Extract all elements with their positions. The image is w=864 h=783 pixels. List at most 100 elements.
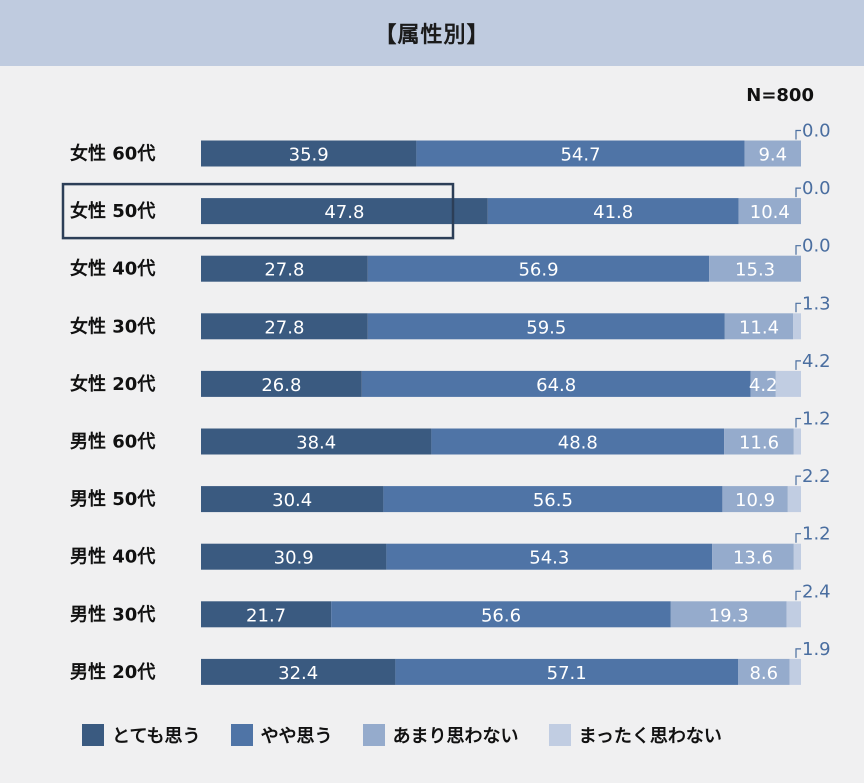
data-label-not-at-all: 1.3 [802, 293, 831, 314]
callout-line [795, 360, 801, 370]
category-label: 女性 30代 [70, 315, 155, 337]
bar-segment-somewhat-agree [431, 428, 725, 455]
data-label-strongly-agree: 32.4 [278, 663, 318, 684]
data-label-not-at-all: 1.9 [802, 639, 831, 660]
bar-segment-not-really [738, 198, 801, 225]
callout-line [795, 648, 801, 658]
data-label-somewhat-agree: 59.5 [526, 317, 566, 338]
category-label: 女性 60代 [70, 143, 155, 165]
callout-line [795, 475, 801, 486]
bar-segment-strongly-agree [201, 370, 362, 397]
data-label-somewhat-agree: 56.5 [533, 490, 573, 511]
bar-segment-strongly-agree [201, 543, 387, 570]
legend-item-strongly-agree: とても思う [82, 722, 201, 748]
legend-swatch-not-really [362, 724, 385, 746]
legend-label-not-really: あまり思わない [392, 726, 519, 747]
data-label-not-at-all: 0.0 [802, 121, 831, 142]
bar-segment-not-at-all [793, 313, 801, 340]
data-label-strongly-agree: 47.8 [324, 202, 364, 223]
data-label-not-at-all: 0.0 [802, 236, 831, 257]
data-label-somewhat-agree: 56.9 [518, 260, 558, 281]
bar-segment-strongly-agree [201, 658, 396, 685]
data-label-strongly-agree: 30.4 [272, 490, 312, 511]
data-label-strongly-agree: 27.8 [264, 260, 304, 281]
bar-segment-somewhat-agree [395, 658, 738, 685]
data-label-not-really: 8.6 [749, 663, 778, 684]
bar-segment-not-really [750, 370, 776, 397]
category-label: 男性 20代 [70, 661, 155, 683]
legend: とても思う やや思う あまり思わない まったく思わない [82, 722, 722, 748]
callout-line [795, 245, 801, 255]
data-label-not-really: 13.6 [733, 548, 773, 569]
bar-segment-somewhat-agree [383, 486, 723, 513]
data-label-not-really: 10.4 [750, 202, 790, 223]
bar-segment-not-at-all [787, 486, 801, 513]
data-label-not-really: 11.6 [739, 433, 779, 454]
data-label-not-at-all: 4.2 [802, 351, 831, 372]
bar-segment-strongly-agree [201, 140, 417, 167]
data-label-not-really: 19.3 [709, 605, 749, 626]
bar-segment-not-really [724, 313, 794, 340]
legend-item-not-at-all: まったく思わない [548, 722, 722, 748]
data-label-not-at-all: 1.2 [802, 409, 831, 430]
bar-segment-somewhat-agree [367, 313, 725, 340]
bar-segment-not-at-all [775, 370, 801, 397]
bar-segment-somewhat-agree [386, 543, 713, 570]
callout-line [795, 129, 801, 140]
category-label: 女性 40代 [70, 258, 155, 280]
chart-header: 【属性別】 [0, 0, 864, 66]
bar-segment-somewhat-agree [331, 601, 671, 628]
bar-segment-not-really [738, 658, 790, 685]
bar-segment-not-at-all [793, 428, 801, 455]
data-label-somewhat-agree: 57.1 [547, 663, 587, 684]
legend-label-somewhat-agree: やや思う [260, 726, 333, 747]
bar-segment-not-at-all [789, 658, 801, 685]
legend-swatch-somewhat-agree [230, 724, 253, 746]
data-label-not-really: 10.9 [735, 490, 775, 511]
bar-segment-not-really [712, 543, 794, 570]
data-label-strongly-agree: 21.7 [246, 605, 286, 626]
category-label: 女性 50代 [70, 200, 155, 222]
bar-segment-somewhat-agree [487, 198, 739, 225]
category-label: 男性 60代 [70, 431, 155, 453]
chart-title: 【属性別】 [374, 23, 490, 48]
data-label-not-really: 15.3 [735, 260, 775, 281]
bar-segment-strongly-agree [201, 486, 384, 513]
callout-line [795, 533, 801, 543]
bar-segment-not-at-all [786, 601, 801, 628]
bar-segment-somewhat-agree [367, 255, 710, 282]
bar-segment-not-really [722, 486, 788, 513]
data-label-not-really: 11.4 [739, 317, 779, 338]
bar-segment-not-at-all [793, 543, 801, 570]
bar-segment-strongly-agree [201, 313, 368, 340]
bar-segment-strongly-agree [201, 198, 488, 225]
bar-segment-somewhat-agree [361, 370, 751, 397]
callout-line [795, 590, 801, 601]
bar-segment-not-really [670, 601, 787, 628]
sample-size-label: N=800 [746, 85, 814, 106]
data-label-not-at-all: 2.4 [802, 581, 831, 602]
bar-segment-strongly-agree [201, 428, 432, 455]
data-label-not-really: 9.4 [758, 145, 787, 166]
data-label-somewhat-agree: 64.8 [536, 375, 576, 396]
data-label-strongly-agree: 26.8 [261, 375, 301, 396]
data-label-not-at-all: 1.2 [802, 524, 831, 545]
callout-line [795, 302, 801, 313]
data-label-somewhat-agree: 48.8 [558, 433, 598, 454]
data-label-somewhat-agree: 41.8 [593, 202, 633, 223]
legend-swatch-not-at-all [548, 724, 571, 746]
data-label-somewhat-agree: 56.6 [481, 605, 521, 626]
legend-label-strongly-agree: とても思う [112, 726, 201, 747]
highlight-box [61, 182, 455, 240]
legend-label-not-at-all: まったく思わない [578, 726, 722, 747]
data-label-somewhat-agree: 54.7 [560, 145, 600, 166]
category-label: 男性 30代 [70, 603, 155, 625]
data-label-strongly-agree: 35.9 [289, 145, 329, 166]
data-label-not-really: 4.2 [749, 375, 778, 396]
category-label: 男性 50代 [70, 488, 155, 510]
data-label-not-at-all: 2.2 [802, 466, 831, 487]
data-label-strongly-agree: 38.4 [296, 433, 336, 454]
data-label-somewhat-agree: 54.3 [529, 548, 569, 569]
callout-line [795, 187, 801, 198]
